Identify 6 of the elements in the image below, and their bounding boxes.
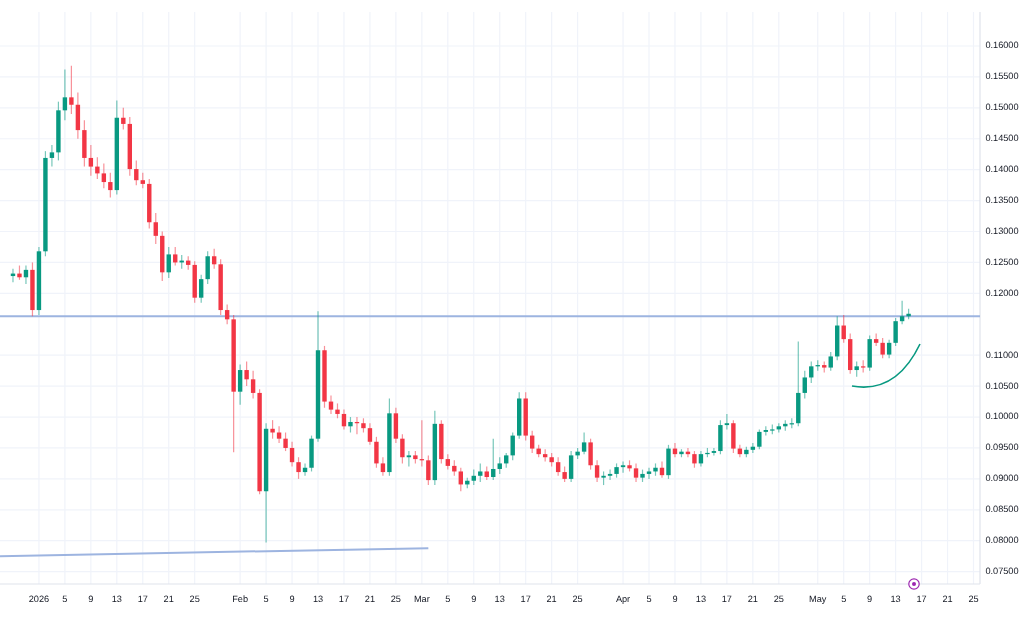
- candlestick: [646, 467, 652, 480]
- candlestick: [406, 450, 412, 468]
- candlestick: [620, 460, 626, 474]
- candlestick: [724, 413, 730, 431]
- candlestick: [276, 425, 282, 444]
- candlestick: [607, 469, 613, 481]
